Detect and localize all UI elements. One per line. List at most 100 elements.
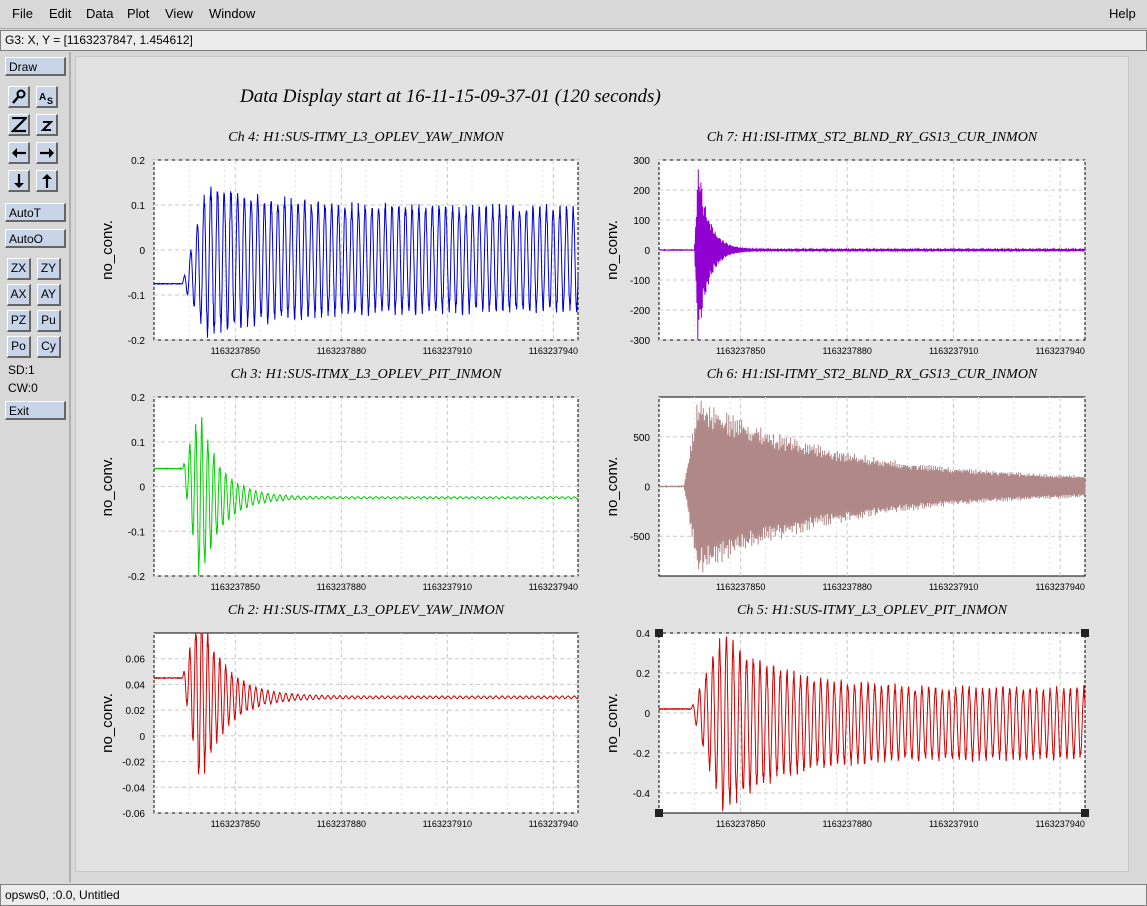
x-tick-label: 1163237850 [716, 346, 765, 356]
arrow-left-icon[interactable] [8, 142, 30, 164]
selection-handle[interactable] [1081, 629, 1089, 637]
x-tick-label: 1163237910 [423, 819, 472, 829]
y-tick-label: 0.1 [131, 201, 145, 212]
zy-button[interactable]: ZY [37, 258, 61, 280]
x-tick-label: 1163237940 [529, 346, 578, 356]
y-tick-label: -0.2 [633, 749, 651, 760]
y-tick-label: 0 [139, 483, 145, 494]
arrow-right-icon[interactable] [36, 142, 58, 164]
status-text: opsws0, :0.0, Untitled [5, 888, 120, 902]
zoom-in-icon[interactable] [8, 114, 30, 136]
chart-title: Data Display start at 16-11-15-09-37-01 … [240, 86, 661, 107]
arrow-up-icon[interactable] [36, 170, 58, 192]
menu-plot[interactable]: Plot [127, 6, 150, 21]
cy-button[interactable]: Cy [37, 336, 61, 358]
y-tick-label: -0.2 [128, 572, 146, 583]
chart-panel[interactable]: Ch 2: H1:SUS-ITMX_L3_OPLEV_YAW_INMON 1163… [99, 603, 579, 829]
chart-panel[interactable]: Ch 4: H1:SUS-ITMY_L3_OPLEV_YAW_INMON 1163… [99, 130, 579, 356]
y-tick-label: 0.06 [126, 655, 146, 666]
selection-handle[interactable] [655, 809, 663, 817]
y-tick-label: 0.2 [131, 393, 145, 404]
x-tick-label: 1163237940 [529, 819, 578, 829]
y-tick-label: -0.1 [128, 527, 146, 538]
zoom-out-icon[interactable] [36, 114, 58, 136]
x-tick-label: 1163237910 [423, 582, 472, 592]
menu-view[interactable]: View [165, 6, 193, 21]
y-tick-label: 0 [644, 246, 650, 257]
selection-handle[interactable] [1081, 809, 1089, 817]
autoo-button[interactable]: AutoO [5, 229, 66, 248]
x-tick-label: 1163237880 [317, 819, 366, 829]
y-tick-label: -0.04 [122, 783, 145, 794]
pu-button[interactable]: Pu [37, 310, 61, 332]
coordinate-readout-bar: G3: X, Y = [1163237847, 1.454612] [0, 30, 1147, 51]
exit-button[interactable]: Exit [5, 401, 66, 420]
menu-edit[interactable]: Edit [49, 6, 72, 21]
y-tick-label: 0.2 [131, 156, 145, 167]
menu-bar: File Edit Data Plot View Window Help [0, 0, 1147, 29]
chart-panel[interactable]: Ch 3: H1:SUS-ITMX_L3_OPLEV_PIT_INMON 1163… [99, 367, 579, 592]
y-tick-label: 0 [139, 246, 145, 257]
y-tick-label: 0.02 [126, 706, 146, 717]
arrow-down-icon[interactable] [8, 170, 30, 192]
panel-title: Ch 3: H1:SUS-ITMX_L3_OPLEV_PIT_INMON [231, 367, 502, 382]
y-tick-label: 0.1 [131, 438, 145, 449]
panel-title: Ch 4: H1:SUS-ITMY_L3_OPLEV_YAW_INMON [228, 130, 504, 145]
draw-button[interactable]: Draw [5, 57, 66, 76]
svg-text:S: S [47, 96, 53, 105]
y-tick-label: -0.2 [128, 336, 146, 347]
y-tick-label: -200 [630, 306, 650, 317]
y-axis-label: no_conv. [99, 457, 116, 517]
series-line [658, 400, 1086, 573]
y-tick-label: -0.02 [122, 758, 145, 769]
y-tick-label: -0.4 [633, 789, 651, 800]
x-tick-label: 1163237880 [317, 582, 366, 592]
series-line [154, 416, 579, 577]
y-tick-label: -100 [630, 276, 650, 287]
zx-button[interactable]: ZX [7, 258, 31, 280]
magnify-icon[interactable] [8, 86, 30, 108]
panel-title: Ch 2: H1:SUS-ITMX_L3_OPLEV_YAW_INMON [228, 603, 505, 618]
x-tick-label: 1163237910 [423, 346, 472, 356]
chart-panel[interactable]: Ch 6: H1:ISI-ITMY_ST2_BLND_RX_GS13_CUR_I… [604, 367, 1086, 592]
selection-handle[interactable] [655, 629, 663, 637]
status-bar: opsws0, :0.0, Untitled [0, 884, 1147, 906]
x-tick-label: 1163237880 [822, 582, 871, 592]
po-button[interactable]: Po [7, 336, 31, 358]
x-tick-label: 1163237880 [317, 346, 366, 356]
panel-title: Ch 5: H1:SUS-ITMY_L3_OPLEV_PIT_INMON [737, 603, 1008, 618]
y-tick-label: 0.2 [636, 669, 650, 680]
x-tick-label: 1163237910 [929, 819, 978, 829]
ax-button[interactable]: AX [7, 284, 31, 306]
y-tick-label: 300 [633, 156, 650, 167]
x-tick-label: 1163237850 [211, 819, 260, 829]
panel-title: Ch 6: H1:ISI-ITMY_ST2_BLND_RX_GS13_CUR_I… [707, 367, 1038, 382]
x-tick-label: 1163237910 [929, 582, 978, 592]
y-axis-label: no_conv. [99, 693, 116, 753]
y-axis-label: no_conv. [604, 693, 621, 753]
menu-window[interactable]: Window [209, 6, 256, 21]
x-tick-label: 1163237850 [716, 582, 765, 592]
autot-button[interactable]: AutoT [5, 203, 66, 222]
y-axis-label: no_conv. [99, 220, 116, 280]
x-tick-label: 1163237910 [929, 346, 978, 356]
menu-file[interactable]: File [12, 6, 33, 21]
x-tick-label: 1163237880 [822, 346, 871, 356]
x-tick-label: 1163237850 [211, 346, 260, 356]
y-tick-label: 0.4 [636, 629, 650, 640]
y-tick-label: 0.04 [126, 680, 146, 691]
x-tick-label: 1163237940 [1035, 582, 1084, 592]
y-tick-label: 200 [633, 186, 650, 197]
menu-help[interactable]: Help [1109, 6, 1136, 21]
chart-panel[interactable]: Ch 5: H1:SUS-ITMY_L3_OPLEV_PIT_INMON 1163… [604, 603, 1089, 829]
pz-button[interactable]: PZ [7, 310, 31, 332]
x-tick-label: 1163237940 [1035, 819, 1084, 829]
cw-label: CW:0 [8, 381, 38, 395]
menu-data[interactable]: Data [86, 6, 114, 21]
coordinate-readout: G3: X, Y = [1163237847, 1.454612] [5, 33, 193, 47]
chart-panel[interactable]: Ch 7: H1:ISI-ITMX_ST2_BLND_RY_GS13_CUR_I… [604, 130, 1086, 356]
ay-button[interactable]: AY [37, 284, 61, 306]
